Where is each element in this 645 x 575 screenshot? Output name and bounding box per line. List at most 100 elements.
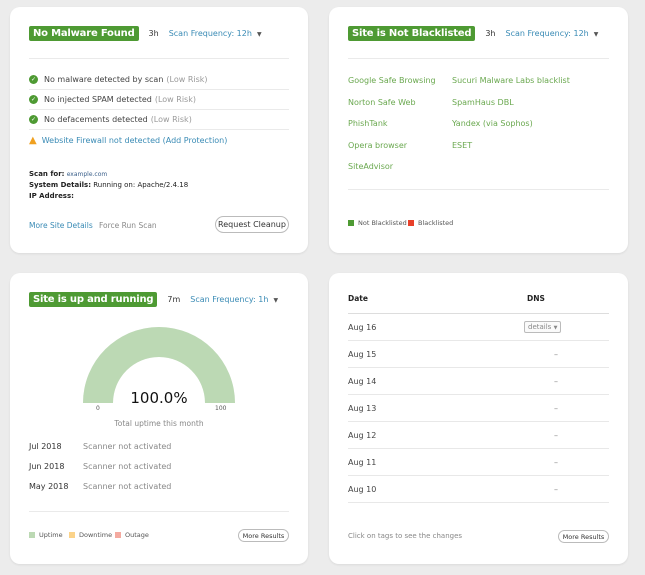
- more-site-details-link[interactable]: More Site Details: [29, 221, 93, 230]
- month-status: Scanner not activated: [83, 462, 172, 471]
- check-circle-icon: ✓: [29, 115, 38, 124]
- malware-status-badge: No Malware Found: [29, 26, 139, 41]
- table-row: Aug 11 –: [348, 449, 609, 476]
- month-label: Jul 2018: [29, 442, 62, 451]
- details-dropdown[interactable]: details ▼: [524, 321, 562, 333]
- dns-card: Date DNS Aug 16 details ▼ Aug 15– Aug 14– Au…: [329, 273, 628, 564]
- legend-label: Downtime: [79, 531, 113, 539]
- date-column-header: Date: [348, 294, 368, 303]
- table-row: Aug 15 –: [348, 341, 609, 368]
- caret-down-icon: ▼: [273, 297, 279, 304]
- check-row: ✓ No defacements detected (Low Risk): [29, 110, 289, 130]
- legend-swatch: [115, 532, 121, 538]
- legend-label: Uptime: [39, 531, 63, 539]
- scan-frequency-label: Scan Frequency: 12h: [505, 29, 589, 38]
- blacklist-status-badge: Site is Not Blacklisted: [348, 26, 476, 41]
- last-check-time: 7m: [167, 295, 181, 304]
- table-row: Aug 10 –: [348, 476, 609, 503]
- divider: [29, 511, 289, 512]
- blacklist-item: Sucuri Malware Labs blacklist: [452, 76, 570, 85]
- warning-icon: ▲: [29, 134, 37, 146]
- force-run-scan-link[interactable]: Force Run Scan: [99, 221, 157, 230]
- caret-down-icon: ▼: [553, 325, 558, 331]
- row-dns: –: [554, 403, 558, 413]
- row-dns: –: [554, 430, 558, 440]
- more-results-button[interactable]: More Results: [238, 529, 289, 542]
- check-circle-icon: ✓: [29, 75, 38, 84]
- blacklist-item: PhishTank: [348, 119, 388, 128]
- divider: [29, 58, 289, 59]
- uptime-card: Site is up and running 7m Scan Frequency…: [10, 273, 308, 564]
- uptime-caption: Total uptime this month: [114, 419, 204, 428]
- table-row: Aug 13 –: [348, 395, 609, 422]
- request-cleanup-button[interactable]: Request Cleanup: [215, 216, 289, 233]
- row-date: Aug 15: [348, 349, 377, 359]
- system-details-value: Running on: Apache/2.4.18: [93, 181, 189, 189]
- more-results-button[interactable]: More Results: [558, 530, 609, 543]
- details-label: details: [528, 323, 552, 331]
- check-text: No injected SPAM detected: [44, 95, 152, 104]
- gauge-max-label: 100: [215, 405, 227, 412]
- table-row: Aug 12 –: [348, 422, 609, 449]
- legend-not-blacklisted: Not Blacklisted: [348, 219, 407, 227]
- legend-label: Not Blacklisted: [358, 219, 407, 227]
- divider: [348, 313, 609, 314]
- caret-down-icon: ▼: [593, 31, 599, 38]
- legend-outage: Outage: [115, 531, 149, 539]
- scan-for-label: Scan for:: [29, 170, 65, 178]
- scan-frequency-label: Scan Frequency: 1h: [190, 295, 269, 304]
- table-row: Aug 16 details ▼: [348, 314, 609, 341]
- blacklist-item: Norton Safe Web: [348, 98, 416, 107]
- month-label: May 2018: [29, 482, 69, 491]
- system-details-label: System Details:: [29, 181, 91, 189]
- gauge-min-label: 0: [96, 405, 100, 412]
- check-circle-icon: ✓: [29, 95, 38, 104]
- row-dns: –: [554, 457, 558, 467]
- row-date: Aug 12: [348, 430, 377, 440]
- risk-level: (Low Risk): [154, 95, 196, 104]
- row-dns: –: [554, 376, 558, 386]
- legend-swatch: [408, 220, 414, 226]
- legend-swatch: [348, 220, 354, 226]
- month-row: Jun 2018 Scanner not activated: [29, 462, 171, 471]
- last-scan-time: 3h: [485, 29, 496, 38]
- uptime-percentage: 100.0%: [130, 389, 188, 407]
- risk-level: (Low Risk): [150, 115, 192, 124]
- row-date: Aug 14: [348, 376, 377, 386]
- add-protection-link[interactable]: Website Firewall not detected (Add Prote…: [41, 135, 228, 145]
- check-text: No defacements detected: [44, 115, 148, 124]
- blacklist-item: Yandex (via Sophos): [452, 119, 533, 128]
- legend-swatch: [69, 532, 75, 538]
- malware-card: No Malware Found 3h Scan Frequency: 12h ▼…: [10, 7, 308, 253]
- divider: [348, 58, 609, 59]
- scan-frequency-dropdown[interactable]: Scan Frequency: 12h ▼: [169, 29, 262, 38]
- row-date: Aug 10: [348, 484, 377, 494]
- row-dns: –: [554, 484, 558, 494]
- row-date: Aug 16: [348, 322, 377, 332]
- check-text: No malware detected by scan: [44, 75, 164, 84]
- dns-column-header: DNS: [527, 294, 545, 303]
- scan-for-value: example.com: [66, 171, 108, 178]
- row-date: Aug 11: [348, 457, 377, 467]
- hint-text: Click on tags to see the changes: [348, 532, 463, 540]
- scan-frequency-dropdown[interactable]: Scan Frequency: 1h ▼: [190, 295, 278, 304]
- row-date: Aug 13: [348, 403, 377, 413]
- legend-label: Blacklisted: [418, 219, 454, 227]
- legend-blacklisted: Blacklisted: [408, 219, 453, 227]
- blacklist-item: SpamHaus DBL: [452, 98, 514, 107]
- legend-swatch: [29, 532, 35, 538]
- legend-uptime: Uptime: [29, 531, 63, 539]
- uptime-status-badge: Site is up and running: [29, 292, 158, 307]
- scan-frequency-label: Scan Frequency: 12h: [168, 29, 252, 38]
- ip-address-label: IP Address:: [29, 192, 74, 200]
- month-label: Jun 2018: [29, 462, 65, 471]
- caret-down-icon: ▼: [256, 31, 262, 38]
- table-row: Aug 14 –: [348, 368, 609, 395]
- blacklist-item: Opera browser: [348, 141, 408, 150]
- warning-row: ▲ Website Firewall not detected (Add Prot…: [29, 130, 289, 150]
- scan-frequency-dropdown[interactable]: Scan Frequency: 12h ▼: [506, 29, 599, 38]
- blacklist-card: Site is Not Blacklisted 3h Scan Frequenc…: [329, 7, 628, 253]
- legend-downtime: Downtime: [69, 531, 112, 539]
- blacklist-item: ESET: [452, 141, 473, 150]
- uptime-gauge: [83, 327, 235, 403]
